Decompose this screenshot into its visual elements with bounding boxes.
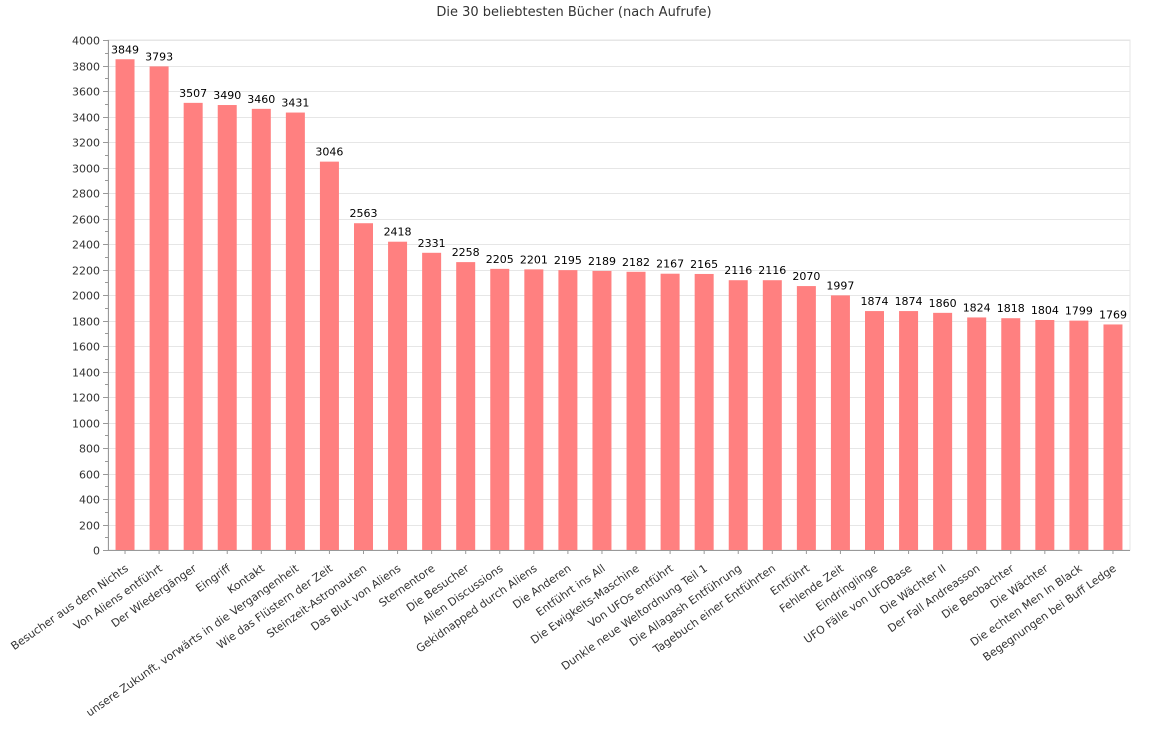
data-label: 2070	[792, 270, 820, 283]
y-tick-label: 1800	[72, 316, 100, 329]
data-labels: 3849 3793 3507 3490 3460 3431 3046 2563 2418 2331…	[111, 43, 1127, 321]
data-label: 2205	[486, 253, 514, 266]
y-tick-label: 2800	[72, 188, 100, 201]
y-tick-label: 2600	[72, 214, 100, 227]
data-label: 2563	[350, 207, 378, 220]
data-label: 1874	[861, 295, 889, 308]
bar	[762, 280, 782, 550]
grid-lines	[107, 39, 1131, 551]
bar	[388, 241, 408, 550]
bar	[285, 112, 305, 551]
data-label: 2116	[758, 264, 786, 277]
y-tick-label: 1400	[72, 367, 100, 380]
y-tick-label: 0	[93, 545, 100, 558]
bar	[660, 273, 680, 550]
y-tick-label: 1000	[72, 418, 100, 431]
data-label: 3490	[213, 89, 241, 102]
bar	[933, 312, 953, 550]
y-tick-label: 600	[79, 469, 100, 482]
data-label: 1997	[826, 279, 854, 292]
data-label: 1874	[895, 295, 923, 308]
bar	[456, 262, 476, 550]
y-tick-label: 3200	[72, 137, 100, 150]
y-tick-label: 1200	[72, 392, 100, 405]
y-tick-label: 2400	[72, 239, 100, 252]
y-tick-label: 400	[79, 494, 100, 507]
bar	[149, 66, 169, 550]
data-label: 2189	[588, 255, 616, 268]
bar	[592, 270, 612, 550]
bar	[728, 280, 748, 550]
data-label: 1769	[1099, 308, 1127, 321]
y-tick-label: 3400	[72, 112, 100, 125]
bar	[319, 161, 339, 550]
data-label: 3793	[145, 50, 173, 63]
bar	[490, 268, 510, 550]
bar	[558, 270, 578, 550]
y-tick-label: 3800	[72, 61, 100, 74]
bar	[1035, 319, 1055, 550]
bar	[115, 59, 135, 550]
data-label: 2195	[554, 254, 582, 267]
y-tick-label: 800	[79, 443, 100, 456]
bars	[115, 59, 1123, 551]
bar	[251, 108, 271, 550]
data-label: 1824	[963, 301, 991, 314]
chart-title: Die 30 beliebtesten Bücher (nach Aufrufe…	[436, 5, 711, 20]
data-label: 3460	[247, 93, 275, 106]
bar	[967, 317, 987, 550]
bar	[865, 311, 884, 550]
data-label: 2116	[724, 264, 752, 277]
bar	[422, 252, 442, 551]
data-label: 3046	[315, 146, 343, 159]
y-tick-label: 4000	[72, 35, 100, 48]
y-tick-label: 3000	[72, 163, 100, 176]
bar	[354, 223, 373, 550]
y-tick-label: 200	[79, 520, 100, 533]
bar	[796, 286, 816, 550]
data-label: 2258	[452, 246, 480, 259]
bar	[626, 271, 646, 550]
y-tick-label: 3600	[72, 86, 100, 99]
data-label: 2167	[656, 258, 684, 271]
data-label: 3507	[179, 87, 207, 100]
data-label: 3431	[281, 97, 309, 110]
data-label: 1799	[1065, 305, 1093, 318]
data-label: 1860	[929, 297, 957, 310]
data-label: 2165	[690, 258, 718, 271]
bar	[1103, 324, 1123, 550]
data-label: 2182	[622, 256, 650, 269]
data-label: 2418	[384, 226, 412, 239]
data-label: 1804	[1031, 304, 1059, 317]
bar	[1001, 318, 1021, 550]
bar	[830, 295, 850, 550]
y-tick-label: 2200	[72, 265, 100, 278]
data-label: 2331	[418, 237, 446, 250]
data-label: 2201	[520, 253, 548, 266]
data-label: 3849	[111, 43, 139, 56]
y-tick-label: 1600	[72, 341, 100, 354]
bar	[694, 273, 714, 550]
bar	[183, 102, 203, 551]
bar	[899, 311, 919, 550]
bar	[1069, 320, 1089, 550]
y-tick-label: 2000	[72, 290, 100, 303]
bar	[217, 105, 237, 551]
bar	[524, 269, 544, 550]
x-tick-label: unsere Zukunft, vorwärts in die Vergange…	[84, 561, 302, 719]
data-label: 1818	[997, 302, 1025, 315]
